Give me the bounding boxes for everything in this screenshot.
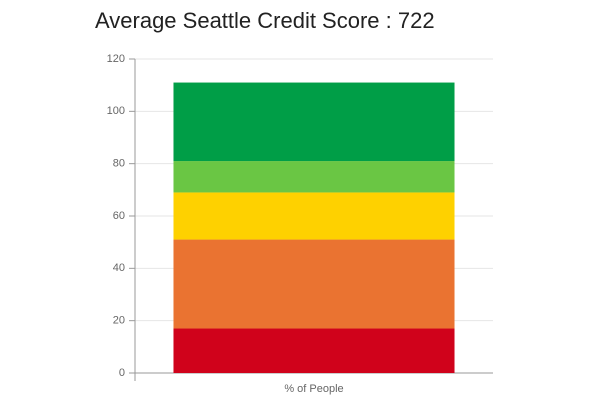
bar-segment (173, 192, 455, 240)
y-tick-label: 80 (113, 158, 125, 170)
y-tick-label: 100 (107, 105, 125, 117)
bar-segment (173, 239, 455, 329)
y-tick-label: 40 (113, 262, 125, 274)
x-tick-label: % of People (284, 383, 343, 395)
y-tick-label: 60 (113, 210, 125, 222)
y-tick-label: 0 (119, 367, 125, 379)
y-tick-label: 120 (107, 53, 125, 65)
bar-segment (173, 82, 455, 162)
bar-segment (173, 328, 455, 373)
y-tick-label: 20 (113, 315, 125, 327)
bar-segment (173, 161, 455, 193)
chart-title: Average Seattle Credit Score : 722 (95, 8, 435, 33)
